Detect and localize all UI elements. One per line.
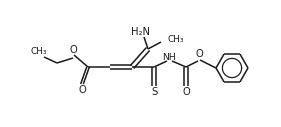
Text: O: O xyxy=(195,49,203,59)
Text: S: S xyxy=(151,87,157,97)
Text: O: O xyxy=(182,87,190,97)
Text: CH₃: CH₃ xyxy=(31,47,47,57)
Text: CH₃: CH₃ xyxy=(168,35,185,44)
Text: O: O xyxy=(78,85,86,95)
Text: H₂N: H₂N xyxy=(130,27,149,37)
Text: NH: NH xyxy=(162,53,176,62)
Text: O: O xyxy=(69,45,77,55)
